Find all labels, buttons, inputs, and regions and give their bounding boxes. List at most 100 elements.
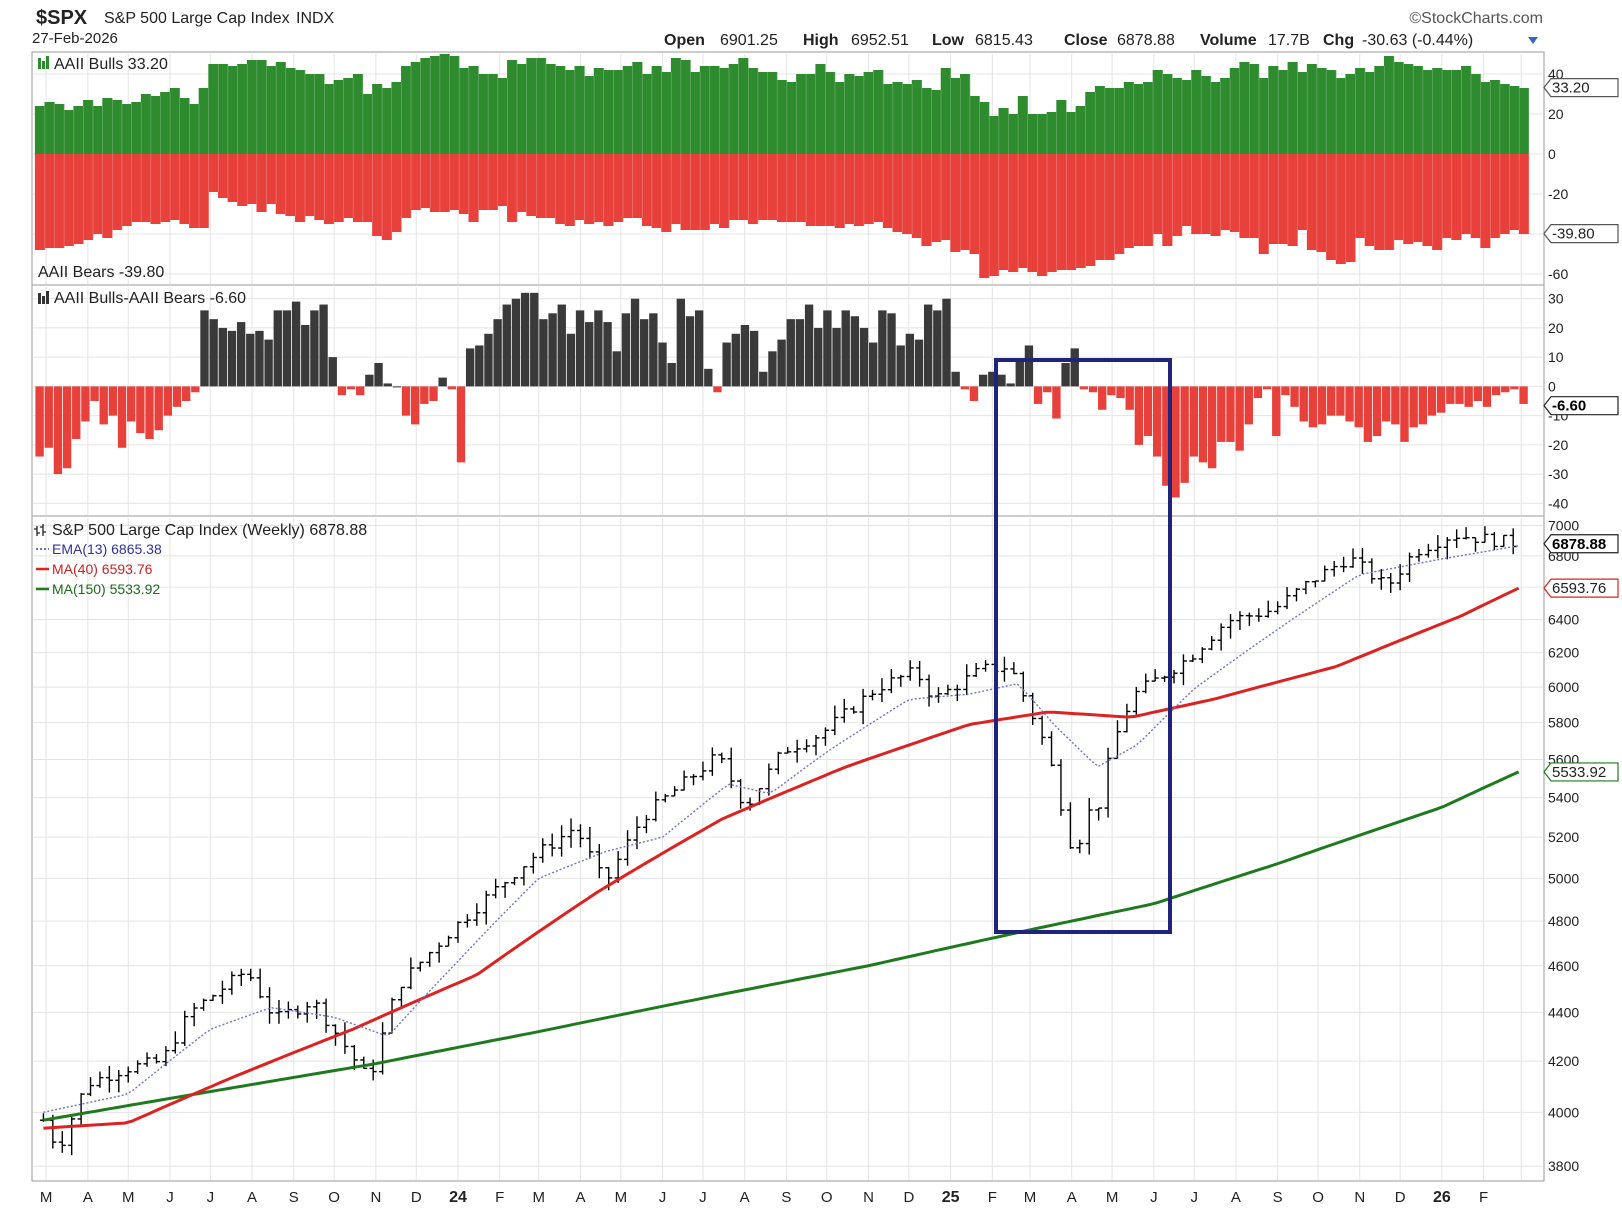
bulls-bar (449, 56, 460, 154)
ohlc-bar (1462, 527, 1470, 540)
price-title: S&P 500 Large Cap Index (Weekly) 6878.88 (52, 522, 367, 539)
bulls-bar (853, 76, 865, 154)
bears-bar (1229, 154, 1241, 232)
net-y-tick: 0 (1548, 378, 1556, 394)
ohlc-bar (850, 706, 858, 714)
net-bar (465, 348, 475, 387)
bulls-bar (747, 68, 759, 154)
bears-bar (323, 154, 335, 224)
net-bar (410, 386, 420, 425)
bears-bar (449, 154, 460, 210)
net-bar (658, 342, 667, 387)
price-y-tick: 4000 (1548, 1104, 1579, 1120)
bears-bar (102, 154, 113, 238)
bears-bar (73, 154, 84, 244)
bears-bar (1046, 154, 1057, 272)
net-bar (1152, 386, 1162, 457)
ohlc-bar (520, 866, 528, 886)
ohlc-bar (96, 1071, 104, 1088)
bulls-bar (1268, 66, 1279, 154)
bears-bar (1412, 154, 1424, 242)
watermark: ©StockCharts.com (1409, 10, 1543, 27)
bulls-bar (420, 58, 431, 154)
svg-text:-39.80: -39.80 (1552, 226, 1595, 243)
bulls-bar (545, 64, 556, 154)
bears-bar (805, 154, 817, 226)
bulls-bar (873, 70, 884, 154)
net-bar (1024, 345, 1034, 387)
x-tick-label: M (615, 1189, 628, 1206)
net-bar (969, 386, 979, 401)
bears-bar (1355, 154, 1366, 238)
bears-bar (516, 154, 527, 212)
bulls-bar (564, 70, 576, 154)
x-tick-label: D (411, 1189, 422, 1206)
bears-bar (1017, 154, 1029, 268)
net-bar (887, 313, 896, 387)
bears-bar (911, 154, 923, 238)
ohlc-bar (228, 971, 236, 995)
net-bar (1290, 386, 1299, 407)
ohlc-bar (313, 999, 321, 1019)
bulls-bar (1480, 82, 1491, 154)
ohlc-bar (925, 674, 933, 707)
bulls-bar (1470, 74, 1481, 154)
price-y-tick: 4400 (1548, 1004, 1579, 1020)
net-bar (1501, 386, 1510, 393)
bears-bar (468, 154, 479, 222)
bears-bar (603, 154, 614, 226)
net-bar (731, 333, 740, 387)
net-bar (722, 342, 731, 387)
bears-bar (63, 154, 75, 246)
net-last-tag: -6.60 (1543, 396, 1619, 416)
net-bar (621, 313, 631, 387)
bears-bar (1345, 154, 1356, 262)
bulls-bar (1335, 78, 1347, 154)
ohlc-bar (1387, 572, 1395, 594)
bulls-bar (651, 66, 662, 154)
net-bar (612, 351, 621, 387)
net-y-tick: -30 (1548, 466, 1568, 482)
net-bar (1015, 360, 1024, 387)
net-bar (145, 386, 154, 439)
net-bar (1217, 386, 1226, 442)
bulls-bar (670, 58, 682, 154)
bulls-bar (767, 72, 778, 154)
bears-bar (1277, 154, 1289, 244)
bears-bar (959, 154, 971, 250)
bulls-bar (468, 66, 479, 154)
ohlc-bar (134, 1060, 142, 1074)
bulls-bar (988, 116, 1000, 154)
bulls-bar (1403, 64, 1414, 154)
price-y-tick: 6200 (1548, 645, 1579, 661)
net-bar (35, 386, 44, 457)
bulls-bar (83, 100, 94, 154)
bulls-bar (757, 72, 768, 154)
net-bar (585, 322, 594, 387)
ohlc-bar (963, 664, 971, 696)
ohlc-bar (1481, 526, 1489, 544)
bulls-bar (1509, 86, 1520, 154)
bears-bar (834, 154, 845, 228)
bears-bar (1249, 154, 1260, 238)
bears-bar (410, 154, 421, 210)
sentiment-y-tick: 20 (1548, 106, 1564, 122)
net-bar (282, 310, 292, 387)
bulls-bar (719, 68, 730, 154)
ohlc-bar (1066, 802, 1074, 850)
net-bar (438, 377, 447, 387)
ohlc-bar (944, 684, 952, 695)
net-bar (511, 298, 521, 387)
x-tick-label: M (40, 1189, 53, 1206)
bears-bar (189, 154, 200, 228)
net-bar (475, 345, 484, 387)
ohlc-bar (1198, 647, 1206, 664)
ohlc-bar (124, 1066, 132, 1083)
bears-bar (160, 154, 171, 222)
x-tick-label: A (740, 1189, 750, 1206)
bulls-bar (1162, 74, 1173, 154)
ohlc-bar (793, 739, 801, 763)
bulls-bar (333, 80, 344, 154)
bulls-bar (825, 72, 836, 154)
price-y-tick: 5800 (1548, 715, 1579, 731)
